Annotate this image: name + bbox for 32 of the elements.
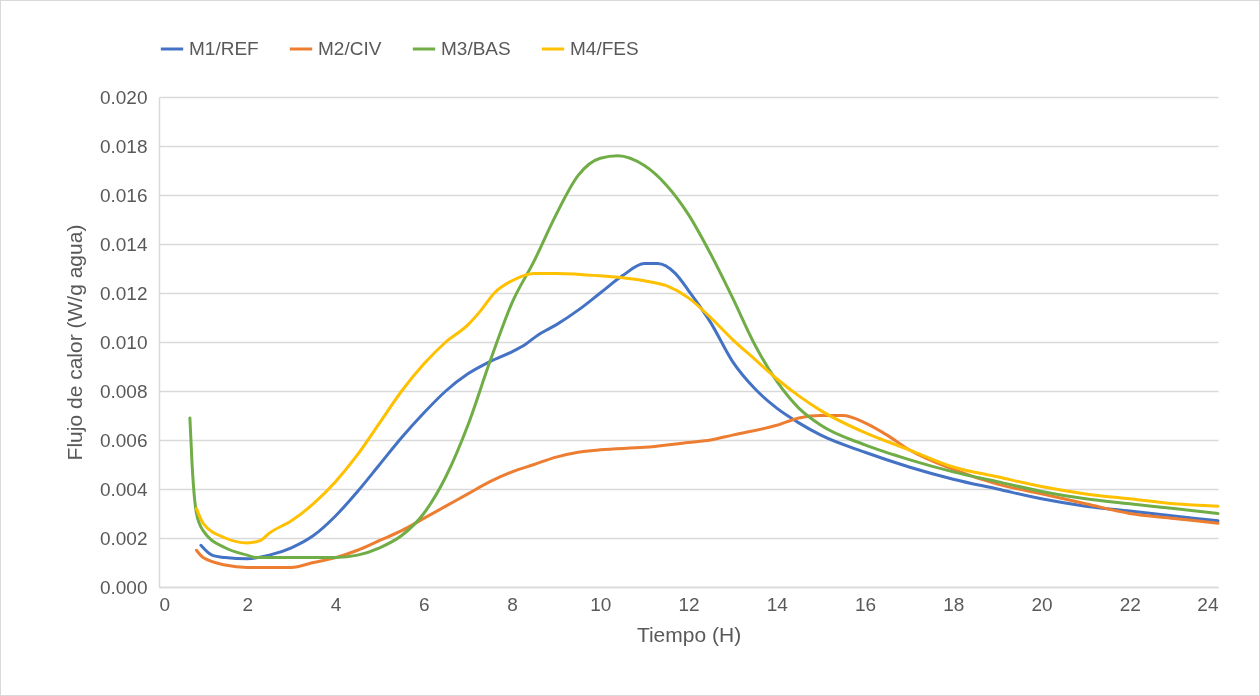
y-tick-label: 0.004 xyxy=(99,478,148,500)
x-tick-label: 8 xyxy=(507,593,518,615)
x-tick-label: 2 xyxy=(242,593,254,615)
x-axis-title: Tiempo (H) xyxy=(636,622,742,646)
line-series xyxy=(195,414,1220,569)
legend-label: M2/CIV xyxy=(318,38,382,59)
line-series xyxy=(188,154,1220,560)
x-tick-label: 22 xyxy=(1119,593,1141,615)
y-tick-label: 0.000 xyxy=(99,576,148,598)
y-tick-label: 0.008 xyxy=(99,380,148,402)
x-tick-label: 0 xyxy=(159,593,171,615)
x-tick-label: 6 xyxy=(418,593,430,615)
y-tick-label: 0.018 xyxy=(99,135,148,157)
y-tick-label: 0.006 xyxy=(99,429,148,451)
x-tick-label: 14 xyxy=(766,593,789,615)
y-axis-title: Flujo de calor (W/g agua) xyxy=(62,224,86,461)
legend-label: M4/FES xyxy=(570,38,639,59)
x-tick-label: 18 xyxy=(943,593,965,615)
y-tick-label: 0.020 xyxy=(99,86,148,108)
x-tick-label: 16 xyxy=(854,593,877,615)
y-tick-label: 0.010 xyxy=(99,331,148,353)
x-tick-label: 4 xyxy=(330,593,342,615)
y-tick-label: 0.016 xyxy=(99,184,148,206)
x-tick-label: 12 xyxy=(678,593,700,615)
legend-label: M1/REF xyxy=(189,38,259,59)
y-tick-label: 0.002 xyxy=(99,527,148,549)
y-tick-label: 0.012 xyxy=(99,282,148,304)
legend-label: M3/BAS xyxy=(441,38,511,59)
x-tick-label: 24 xyxy=(1197,593,1219,615)
x-tick-label: 10 xyxy=(590,593,612,615)
y-tick-label: 0.014 xyxy=(99,233,148,255)
x-tick-label: 20 xyxy=(1031,593,1053,615)
